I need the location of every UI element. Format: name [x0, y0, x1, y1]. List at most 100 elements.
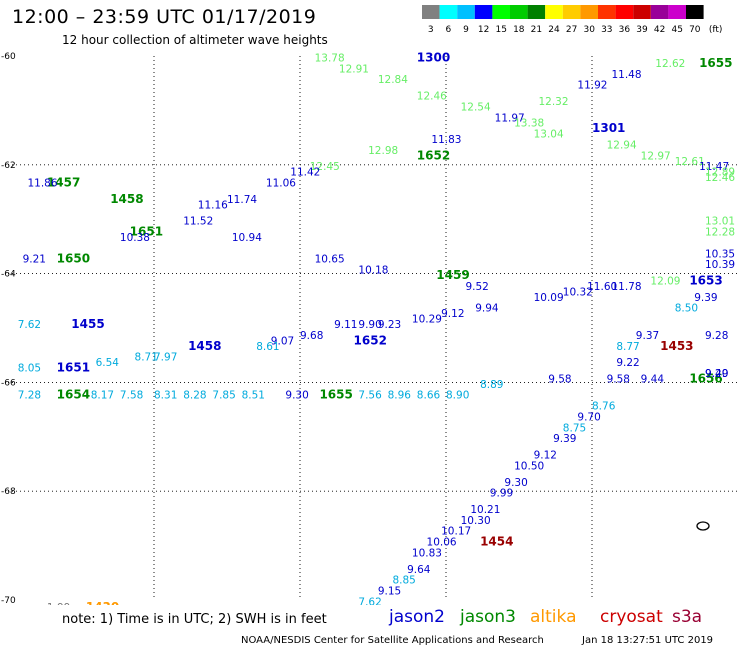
color-scale-legend: 3 6 9 12 15 18 21 24 27 30 33 36 39 42 45 70 (ft) — [422, 5, 723, 35]
wave-height-value: 12.89 — [705, 167, 735, 179]
map-grid — [8, 56, 738, 600]
color-swatch — [580, 5, 598, 19]
color-scale-label: 6 — [446, 25, 452, 35]
wave-height-value: 10.06 — [427, 537, 457, 549]
wave-height-value: 13.78 — [315, 52, 345, 64]
color-swatch — [545, 5, 563, 19]
wave-height-value: 9.58 — [548, 373, 571, 385]
wave-height-value: 7.58 — [120, 390, 143, 402]
wave-height-value: 9.37 — [636, 330, 659, 342]
wave-height-value: 12.97 — [641, 150, 671, 162]
wave-height-value: 8.89 — [480, 379, 503, 391]
color-swatch — [492, 5, 510, 19]
pass-time-label: 1301 — [592, 121, 625, 135]
pass-time-label: 1458 — [110, 192, 143, 206]
latitude-label: -64 — [1, 270, 16, 280]
wave-height-value: 8.51 — [242, 390, 265, 402]
wave-height-value: 7.85 — [212, 390, 235, 402]
map-axis-labels: -105-102-99-96-93-90-60-62-64-66-68-70 — [1, 52, 16, 605]
wave-height-value: 11.74 — [227, 194, 257, 206]
wave-height-value: 10.21 — [470, 504, 500, 516]
color-scale-label: 42 — [654, 25, 665, 35]
color-scale-label: 18 — [513, 25, 525, 35]
pass-time-label: 1654 — [57, 388, 90, 402]
wave-height-value: 9.68 — [300, 330, 323, 342]
latitude-label: -60 — [1, 52, 16, 62]
generation-timestamp: Jan 18 13:27:51 UTC 2019 — [582, 635, 714, 646]
legend-altika: altika — [530, 607, 577, 627]
wave-height-value: 12.62 — [655, 58, 685, 70]
wave-height-value: 7.62 — [18, 319, 41, 331]
wave-height-value: 9.29 — [705, 368, 728, 380]
wave-height-value: 7.97 — [154, 352, 177, 364]
color-scale-label: 24 — [548, 25, 560, 35]
wave-height-value: 10.32 — [563, 286, 593, 298]
color-scale-label: 15 — [495, 25, 506, 35]
pass-time-label: 1652 — [354, 333, 387, 347]
pass-time-label: 1453 — [660, 339, 693, 353]
wave-height-value: 11.97 — [495, 112, 525, 124]
color-scale-label: 70 — [689, 25, 701, 35]
wave-height-value: 11.86 — [27, 178, 57, 190]
wave-height-value: 12.46 — [705, 172, 735, 184]
pass-time-label: 1457 — [47, 176, 80, 190]
credit-line: NOAA/NESDIS Center for Satellite Applica… — [241, 635, 544, 646]
color-scale-label: 30 — [583, 25, 595, 35]
pass-time-label: 1458 — [188, 339, 221, 353]
wave-height-value: 8.71 — [135, 352, 158, 364]
wave-height-value: 13.01 — [705, 216, 735, 228]
color-swatch — [439, 5, 458, 19]
color-swatch — [598, 5, 616, 19]
wave-height-value: 9.70 — [577, 411, 600, 423]
wave-height-value: 8.31 — [154, 390, 177, 402]
wave-height-value: 11.16 — [198, 199, 228, 211]
wave-height-value: 9.40 — [705, 368, 728, 380]
wave-height-value: 11.48 — [611, 69, 641, 81]
wave-height-value: 10.83 — [412, 547, 442, 559]
wave-height-value: 8.85 — [392, 575, 415, 587]
wave-height-value: 9.22 — [616, 357, 639, 369]
wave-height-value: 9.11 — [334, 319, 357, 331]
wave-height-value: 10.18 — [358, 265, 388, 277]
color-swatch — [633, 5, 651, 19]
color-scale-label: 36 — [619, 25, 631, 35]
wave-height-value: 10.38 — [120, 232, 150, 244]
wave-height-value: 10.94 — [232, 232, 262, 244]
wave-height-value: 9.64 — [407, 564, 431, 576]
wave-height-value: 11.92 — [577, 80, 607, 92]
wave-height-value: 8.66 — [417, 390, 441, 402]
color-scale-label: 39 — [636, 25, 648, 35]
latitude-label: -62 — [1, 161, 16, 171]
color-swatch — [527, 5, 546, 19]
wave-height-value: 10.30 — [461, 515, 491, 527]
wave-height-value: 8.61 — [256, 341, 279, 353]
wave-height-value: 8.90 — [446, 390, 469, 402]
wave-height-value: 11.06 — [266, 178, 296, 190]
wave-height-value: 7.56 — [358, 390, 382, 402]
legend-jason3: jason3 — [460, 607, 516, 627]
wave-height-value: 9.07 — [271, 335, 294, 347]
color-scale-unit: (ft) — [709, 25, 723, 35]
color-scale-label: 21 — [531, 25, 542, 35]
pass-time-label: 1651 — [57, 361, 90, 375]
page-subtitle: 12 hour collection of altimeter wave hei… — [62, 33, 328, 47]
color-scale-label: 3 — [428, 25, 434, 35]
wave-height-value: 9.15 — [378, 586, 401, 598]
wave-height-value: 9.12 — [441, 308, 464, 320]
legend-s3a: s3a — [672, 607, 703, 627]
wave-height-value: 7.28 — [18, 390, 41, 402]
pass-time-label: 1653 — [689, 273, 722, 287]
color-swatch — [650, 5, 669, 19]
wave-height-value: 8.77 — [616, 341, 639, 353]
wave-height-value: 9.99 — [490, 488, 513, 500]
pass-time-label: 1655 — [699, 56, 732, 70]
wave-height-value: 12.28 — [705, 227, 735, 239]
pass-time-label: 1300 — [417, 50, 450, 64]
latitude-label: -66 — [1, 378, 16, 388]
pass-time-label: 1656 — [689, 371, 722, 385]
wave-height-value: 12.61 — [675, 156, 705, 168]
page-title: 12:00 – 23:59 UTC 01/17/2019 — [12, 6, 317, 28]
wave-height-value: 10.35 — [705, 248, 735, 260]
pass-time-label: 1655 — [319, 388, 352, 402]
wave-height-value: 1.99 — [47, 602, 70, 605]
